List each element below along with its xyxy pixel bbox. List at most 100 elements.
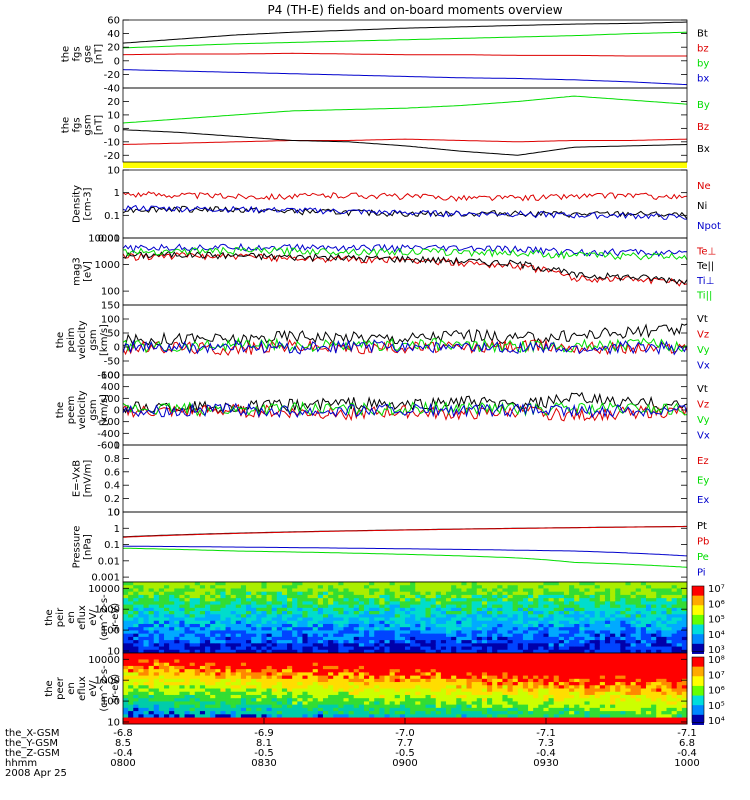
spectrogram-cell — [487, 669, 493, 673]
spectrogram-cell — [158, 669, 165, 673]
spectrogram-cell — [353, 623, 360, 628]
spectrogram-cell — [235, 707, 242, 712]
spectrogram-cell — [205, 630, 211, 635]
spectrogram-cell — [148, 662, 155, 667]
spectrogram-cell — [164, 601, 170, 606]
spectrogram-cell — [569, 656, 575, 660]
spectrogram-cell — [558, 601, 565, 606]
spectrogram-cell — [538, 669, 544, 673]
spectrogram-cell — [461, 617, 468, 622]
spectrogram-cell — [640, 678, 647, 683]
spectrogram-cell — [548, 685, 555, 689]
spectrogram-cell — [440, 617, 447, 622]
spectrogram-cell — [123, 662, 129, 667]
spectrogram-cell — [133, 646, 139, 651]
spectrogram-cell — [610, 707, 616, 712]
series-line-Vt — [122, 323, 688, 348]
spectrogram-cell — [471, 717, 478, 722]
spectrogram-cell — [138, 714, 145, 719]
spectrogram-cell — [528, 598, 534, 602]
spectrogram-cell — [128, 630, 134, 635]
spectrogram-cell — [584, 717, 591, 722]
spectrogram-cell — [292, 627, 298, 631]
spectrogram-cell — [394, 711, 401, 715]
spectrogram-cell — [589, 636, 596, 641]
spectrogram-cell — [466, 585, 473, 589]
spectrogram-cell — [492, 585, 498, 589]
spectrogram-cell — [379, 653, 385, 657]
spectrogram-cell — [410, 617, 416, 622]
spectrogram-cell — [461, 604, 468, 609]
spectrogram-cell — [210, 701, 216, 706]
spectrogram-cell — [466, 698, 473, 702]
spectrogram-cell — [584, 646, 591, 651]
spectrogram-cell — [594, 704, 601, 709]
spectrogram-cell — [584, 669, 591, 673]
spectrogram-cell — [579, 704, 585, 709]
spectrogram-cell — [630, 653, 637, 657]
spectrogram-cell — [661, 601, 667, 606]
spectrogram-cell — [656, 662, 662, 667]
spectrogram-cell — [123, 720, 129, 725]
spectrogram-cell — [297, 701, 303, 706]
spectrogram-cell — [322, 694, 329, 699]
spectrogram-cell — [251, 598, 257, 602]
spectrogram-cell — [384, 633, 391, 638]
spectrogram-cell — [210, 694, 216, 699]
spectrogram-cell — [261, 662, 268, 667]
spectrogram-cell — [440, 598, 447, 602]
spectrogram-cell — [256, 601, 262, 606]
spectrogram-cell — [210, 707, 216, 712]
spectrogram-cell — [620, 720, 626, 725]
spectrogram-cell — [656, 620, 662, 625]
spectrogram-cell — [635, 617, 642, 622]
spectrogram-cell — [584, 627, 591, 631]
spectrogram-cell — [246, 665, 252, 670]
spectrogram-cell — [456, 611, 462, 615]
spectrogram-cell — [425, 675, 432, 680]
spectrogram-cell — [676, 594, 683, 599]
spectrogram-cell — [363, 685, 370, 689]
spectrogram-cell — [322, 665, 329, 670]
spectrogram-cell — [528, 643, 534, 648]
spectrogram-cell — [235, 627, 242, 631]
spectrogram-cell — [179, 594, 186, 599]
spectrogram-cell — [266, 682, 273, 686]
spectrogram-cell — [671, 601, 678, 606]
spectrogram-cell — [384, 701, 391, 706]
spectrogram-cell — [184, 594, 191, 599]
spectrogram-cell — [615, 659, 621, 664]
spectrogram-cell — [538, 701, 544, 706]
spectrogram-cell — [671, 636, 678, 641]
spectrogram-cell — [379, 646, 385, 651]
spectrogram-cell — [476, 662, 483, 667]
spectrogram-cell — [358, 678, 365, 683]
series-line-Vz — [122, 338, 688, 357]
spectrogram-cell — [610, 594, 616, 599]
spectrogram-cell — [497, 607, 503, 612]
spectrogram-cell — [435, 601, 442, 606]
spectrogram-cell — [128, 614, 134, 618]
spectrogram-cell — [456, 643, 462, 648]
spectrogram-cell — [466, 640, 473, 644]
spectrogram-cell — [297, 656, 303, 660]
spectrogram-cell — [158, 623, 165, 628]
spectrogram-cell — [322, 656, 329, 660]
spectrogram-cell — [199, 640, 206, 644]
spectrogram-cell — [435, 640, 442, 644]
spectrogram-cell — [620, 653, 626, 657]
spectrogram-cell — [574, 607, 580, 612]
spectrogram-cell — [384, 665, 391, 670]
spectrogram-cell — [338, 685, 344, 689]
spectrogram-cell — [353, 649, 360, 654]
spectrogram-cell — [481, 653, 488, 657]
spectrogram-cell — [425, 611, 432, 615]
spectrogram-cell — [543, 694, 550, 699]
spectrogram-cell — [261, 698, 268, 702]
spectrogram-cell — [266, 617, 273, 622]
spectrogram-cell — [620, 672, 626, 677]
colorbar-segment — [692, 586, 704, 597]
colorbar-tick-label: 10⁷ — [708, 584, 725, 595]
spectrogram-cell — [194, 678, 201, 683]
spectrogram-cell — [476, 711, 483, 715]
